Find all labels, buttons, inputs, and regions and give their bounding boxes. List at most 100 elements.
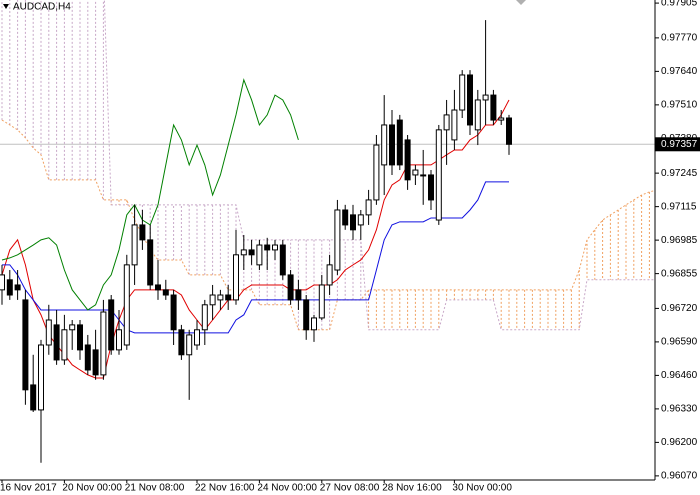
candle-body bbox=[217, 294, 224, 301]
candle-body bbox=[178, 329, 185, 356]
y-tick-label: 0.97510 bbox=[661, 100, 698, 111]
candle-body bbox=[139, 224, 146, 241]
candle-body bbox=[303, 299, 310, 331]
candle-body bbox=[84, 344, 91, 371]
x-tick-label: 24 Nov 00:00 bbox=[257, 483, 317, 494]
candle-body bbox=[373, 144, 380, 201]
candle-body bbox=[467, 74, 473, 126]
y-tick-label: 0.96070 bbox=[661, 471, 698, 482]
candle-body bbox=[357, 214, 364, 226]
chart-title: AUDCAD,H4 bbox=[13, 2, 71, 13]
candle-body bbox=[0, 274, 5, 291]
candle-body bbox=[256, 244, 263, 266]
candle-body bbox=[506, 117, 512, 145]
candle-body bbox=[412, 169, 419, 176]
candle-body bbox=[131, 224, 138, 266]
candle-body bbox=[498, 117, 505, 121]
candle-body bbox=[61, 329, 68, 361]
candle-body bbox=[264, 244, 271, 251]
candle-body bbox=[14, 284, 21, 291]
candle-body bbox=[233, 254, 239, 301]
candle-body bbox=[428, 174, 434, 201]
y-tick-label: 0.97640 bbox=[661, 66, 698, 77]
y-tick-label: 0.97245 bbox=[661, 168, 698, 179]
candle-body bbox=[22, 299, 29, 391]
candle-body bbox=[272, 244, 278, 251]
candle-body bbox=[6, 279, 13, 296]
candle-body bbox=[420, 174, 427, 177]
candle-body bbox=[350, 214, 356, 231]
y-tick-label: 0.97905 bbox=[661, 0, 698, 9]
y-tick-label: 0.96720 bbox=[661, 303, 698, 314]
candle-body bbox=[108, 299, 115, 351]
candle-body bbox=[38, 344, 44, 411]
x-tick-label: 28 Nov 16:00 bbox=[382, 483, 442, 494]
candle-body bbox=[311, 317, 317, 331]
candle-body bbox=[474, 99, 481, 131]
y-tick-label: 0.96330 bbox=[661, 404, 698, 415]
indicator-line bbox=[2, 181, 509, 334]
candle-body bbox=[396, 119, 403, 166]
y-tick-label: 0.96985 bbox=[661, 235, 698, 246]
candle-body bbox=[279, 244, 286, 276]
candle-body bbox=[334, 209, 341, 271]
candle-body bbox=[451, 109, 458, 141]
y-tick-label: 0.97770 bbox=[661, 33, 698, 44]
candle-body bbox=[186, 334, 193, 356]
price-label: 0.97357 bbox=[661, 139, 698, 150]
cloud-edge bbox=[103, 0, 655, 331]
candle-body bbox=[69, 324, 76, 331]
candle-body bbox=[155, 284, 161, 291]
candle-body bbox=[92, 349, 99, 376]
candle-body bbox=[381, 124, 388, 166]
candle-body bbox=[147, 239, 154, 286]
x-tick-label: 20 Nov 00:00 bbox=[62, 483, 122, 494]
candle-body bbox=[443, 114, 450, 131]
plot-area bbox=[0, 0, 655, 463]
candle-body bbox=[389, 124, 395, 166]
candle-body bbox=[30, 384, 37, 411]
candle-body bbox=[100, 311, 107, 376]
candle-body bbox=[459, 74, 466, 111]
candle-body bbox=[209, 294, 216, 306]
candle-body bbox=[482, 94, 489, 101]
candle-body bbox=[365, 199, 372, 216]
y-tick-label: 0.96200 bbox=[661, 437, 698, 448]
x-tick-label: 30 Nov 00:00 bbox=[452, 483, 512, 494]
price-label-box bbox=[655, 137, 700, 152]
x-tick-label: 27 Nov 08:00 bbox=[320, 483, 380, 494]
x-tick-label: 16 Nov 2017 bbox=[0, 483, 57, 494]
candle-body bbox=[45, 319, 52, 346]
candle-body bbox=[201, 304, 208, 331]
x-tick-label: 22 Nov 16:00 bbox=[195, 483, 255, 494]
candle-body bbox=[77, 324, 83, 351]
candle-body bbox=[225, 294, 232, 301]
candle-body bbox=[295, 289, 302, 301]
candle-body bbox=[240, 249, 247, 256]
candle-body bbox=[435, 129, 442, 221]
candle-body bbox=[490, 94, 497, 121]
candle-body bbox=[194, 329, 200, 346]
y-tick-label: 0.96855 bbox=[661, 268, 698, 279]
y-tick-label: 0.96590 bbox=[661, 337, 698, 348]
candle-body bbox=[162, 289, 169, 296]
x-tick-label: 21 Nov 08:00 bbox=[125, 483, 185, 494]
shift-marker bbox=[516, 0, 526, 5]
candle-body bbox=[53, 324, 60, 361]
candle-body bbox=[342, 209, 349, 226]
candle-body bbox=[116, 329, 122, 351]
symbol-icon bbox=[3, 4, 9, 9]
candle-body bbox=[123, 264, 130, 346]
candle-body bbox=[248, 249, 255, 256]
y-tick-label: 0.96460 bbox=[661, 370, 698, 381]
candle-body bbox=[404, 139, 411, 181]
candle-body bbox=[318, 284, 325, 319]
candle-body bbox=[170, 294, 177, 331]
indicator-line bbox=[1, 99, 510, 379]
y-tick-label: 0.97115 bbox=[661, 201, 697, 212]
candle-body bbox=[287, 274, 294, 301]
candle-body bbox=[326, 264, 333, 286]
